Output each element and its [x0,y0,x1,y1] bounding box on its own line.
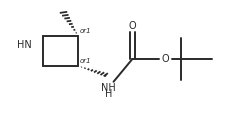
Text: or1: or1 [79,28,91,34]
Text: or1: or1 [79,58,91,64]
Text: O: O [129,21,136,31]
Text: HN: HN [17,40,32,50]
Text: O: O [162,54,170,64]
Text: NH: NH [101,83,116,93]
Text: H: H [104,89,112,99]
